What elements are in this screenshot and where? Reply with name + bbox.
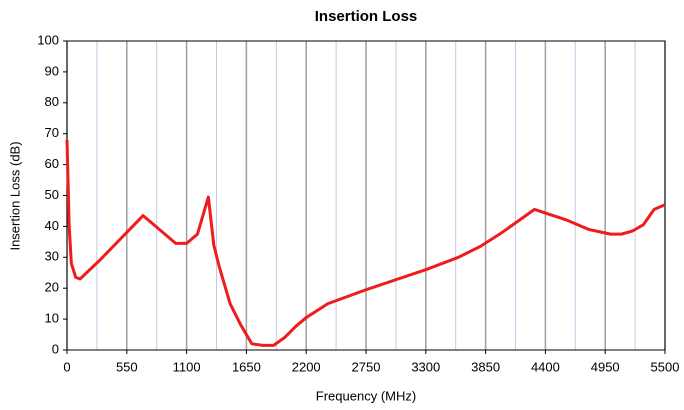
x-tick-label: 3850 bbox=[471, 359, 500, 374]
x-tick-label: 4950 bbox=[591, 359, 620, 374]
y-tick-label: 10 bbox=[45, 311, 59, 326]
x-tick-label: 550 bbox=[116, 359, 138, 374]
x-tick-label: 4400 bbox=[531, 359, 560, 374]
y-tick-label: 40 bbox=[45, 218, 59, 233]
y-tick-label: 60 bbox=[45, 156, 59, 171]
x-tick-label: 1650 bbox=[232, 359, 261, 374]
x-tick-label: 2750 bbox=[352, 359, 381, 374]
y-tick-label: 20 bbox=[45, 280, 59, 295]
y-tick-label: 100 bbox=[37, 32, 59, 47]
y-tick-label: 30 bbox=[45, 249, 59, 264]
x-axis-label: Frequency (MHz) bbox=[316, 388, 416, 403]
chart-title: Insertion Loss bbox=[315, 8, 418, 25]
y-tick-label: 90 bbox=[45, 63, 59, 78]
x-tick-label: 2200 bbox=[292, 359, 321, 374]
y-tick-label: 50 bbox=[45, 187, 59, 202]
y-tick-label: 70 bbox=[45, 125, 59, 140]
y-tick-label: 80 bbox=[45, 94, 59, 109]
y-tick-label: 0 bbox=[52, 341, 59, 356]
x-tick-label: 5500 bbox=[651, 359, 680, 374]
line bbox=[65, 139, 666, 347]
x-tick-label: 1100 bbox=[173, 359, 201, 374]
x-tick-label: 0 bbox=[63, 359, 70, 374]
y-axis-label: Insertion Loss (dB) bbox=[7, 141, 22, 250]
x-tick-label: 3300 bbox=[411, 359, 440, 374]
